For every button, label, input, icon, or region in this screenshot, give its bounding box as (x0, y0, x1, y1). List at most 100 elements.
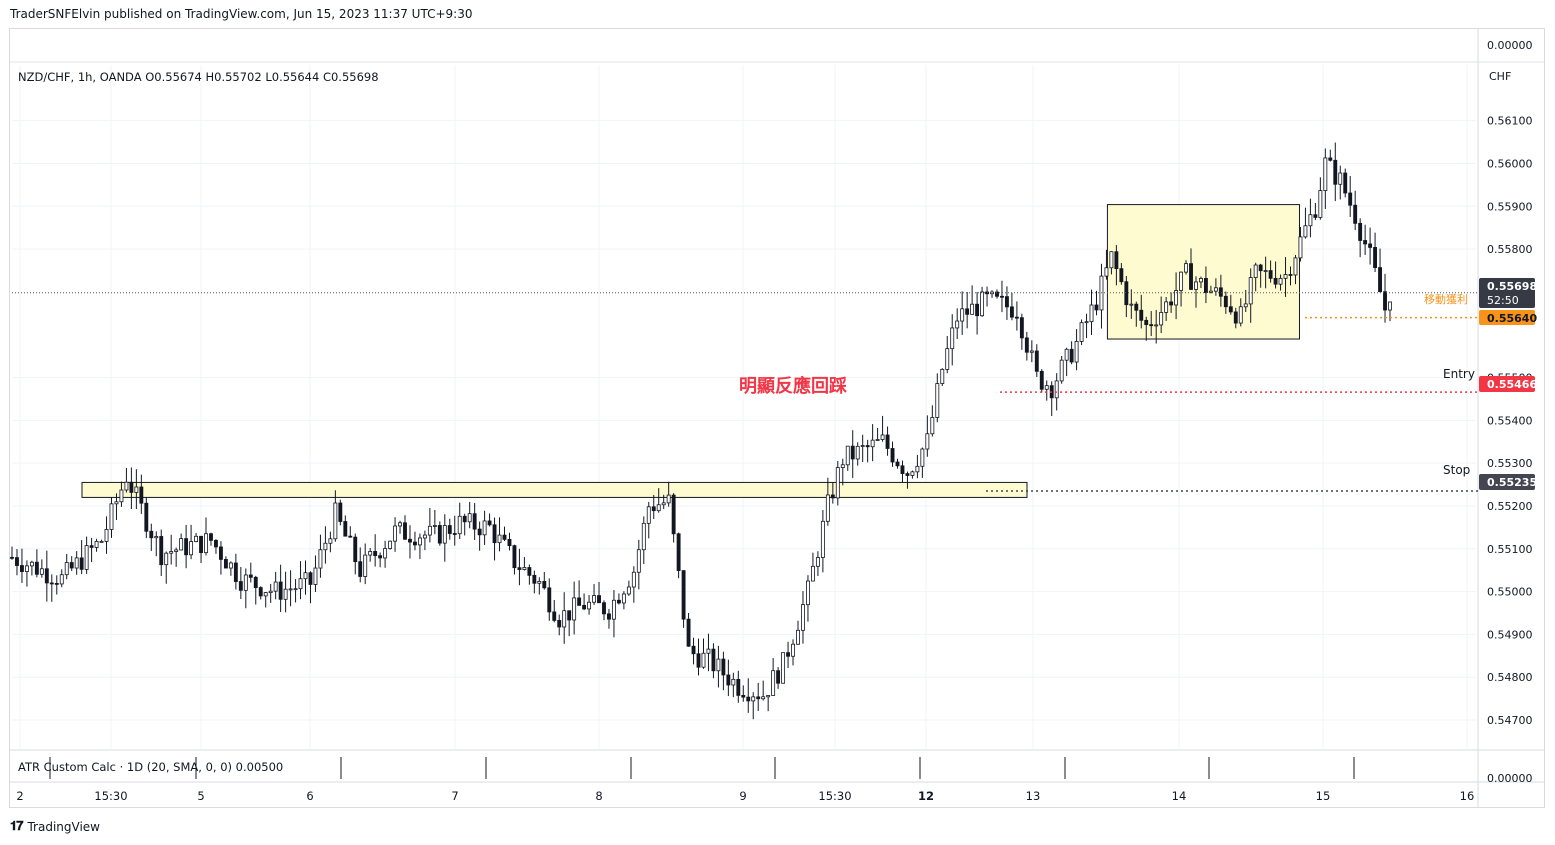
candle-down (671, 494, 676, 535)
candle-up (288, 588, 293, 591)
candle-up (1243, 303, 1248, 308)
candle-down (850, 445, 855, 460)
candle-up (970, 303, 975, 315)
candle-up (1074, 341, 1079, 363)
candle-up (263, 592, 268, 597)
take-profit-label: 移動獲利 (1424, 292, 1468, 306)
annotation-text: 明顯反應回踩 (739, 375, 847, 397)
candle-up (771, 670, 776, 696)
candle-up (1164, 301, 1169, 313)
x-tick-label: 13 (1026, 789, 1041, 803)
y-tick-label: 0.56100 (1487, 115, 1533, 128)
candle-up (855, 445, 860, 460)
candle-up (104, 529, 109, 542)
candle-down (895, 461, 900, 467)
candle-down (616, 599, 621, 604)
candle-up (243, 574, 248, 591)
publisher-header: TraderSNFElvin published on TradingView.… (10, 7, 473, 21)
candle-up (422, 534, 427, 539)
candle-down (696, 653, 701, 668)
candle-up (875, 439, 880, 441)
candle-up (273, 581, 278, 592)
candle-down (1119, 268, 1124, 283)
candle-up (766, 695, 771, 698)
candle-down (214, 539, 218, 548)
candle-up (333, 502, 338, 540)
candle-down (1094, 304, 1099, 311)
candle-down (651, 506, 656, 512)
candle-up (751, 696, 756, 702)
candle-down (607, 613, 611, 620)
candle-up (268, 590, 273, 593)
candle-down (149, 530, 154, 539)
y-tick-label: 0.54800 (1487, 671, 1533, 684)
entry-tag (1479, 376, 1535, 392)
candle-up (960, 308, 965, 322)
candle-up (134, 486, 139, 493)
candle-down (403, 522, 407, 540)
candle-up (1059, 359, 1064, 382)
grid-lines (10, 29, 1544, 807)
candle-up (417, 537, 422, 546)
candle-up (537, 581, 542, 584)
candle-down (711, 648, 716, 672)
x-tick-label: 16 (1460, 789, 1475, 803)
y-tick-label: 0.54700 (1487, 714, 1533, 727)
candle-up (761, 696, 766, 700)
tradingview-footer[interactable]: 𝟏𝟕 TradingView (10, 819, 100, 834)
candle-up (945, 348, 950, 370)
candle-up (706, 648, 711, 654)
candle-up (1283, 274, 1288, 279)
candle-up (801, 604, 805, 631)
candle-down (1268, 270, 1273, 279)
candle-down (885, 434, 890, 449)
candle-up (303, 572, 308, 580)
candle-up (164, 552, 169, 566)
candle-down (1353, 204, 1358, 224)
candle-up (24, 565, 29, 572)
candle-down (865, 445, 870, 448)
candle-down (995, 291, 999, 297)
candle-down (452, 533, 457, 535)
candle-up (1303, 225, 1308, 238)
candle-down (144, 502, 149, 532)
candle-down (69, 562, 74, 569)
candle-down (1014, 316, 1019, 319)
candle-up (1338, 172, 1343, 185)
candle-down (726, 674, 731, 686)
candle-up (781, 652, 786, 684)
support-zone (81, 481, 1028, 498)
candle-up (1238, 306, 1243, 324)
candle-up (1084, 321, 1089, 324)
candle-up (442, 525, 447, 544)
candle-up (1194, 281, 1198, 290)
candle-up (910, 471, 915, 476)
candle-up (427, 525, 432, 536)
candle-down (34, 561, 39, 575)
candle-up (119, 489, 124, 503)
entry-value: 0.55466 (1487, 378, 1537, 391)
y-tick-label: 0.55300 (1487, 457, 1533, 470)
candle-up (94, 541, 99, 548)
stop-label: Stop (1443, 463, 1470, 477)
candle-up (114, 501, 119, 505)
candle-up (950, 327, 955, 350)
candle-up (845, 445, 850, 466)
candle-down (1169, 301, 1174, 306)
candle-down (686, 618, 691, 647)
candle-down (1233, 311, 1238, 324)
candle-down (209, 533, 213, 541)
candle-down (1218, 287, 1223, 297)
candle-up (1323, 157, 1328, 191)
candle-up (806, 580, 810, 606)
candle-up (955, 320, 960, 329)
candle-up (815, 557, 820, 567)
candle-down (353, 536, 358, 563)
candle-up (64, 562, 69, 576)
candle-up (1109, 251, 1114, 269)
candle-down (44, 568, 49, 584)
candle-up (1263, 270, 1268, 272)
candle-down (378, 555, 383, 559)
candle-down (1383, 291, 1387, 311)
